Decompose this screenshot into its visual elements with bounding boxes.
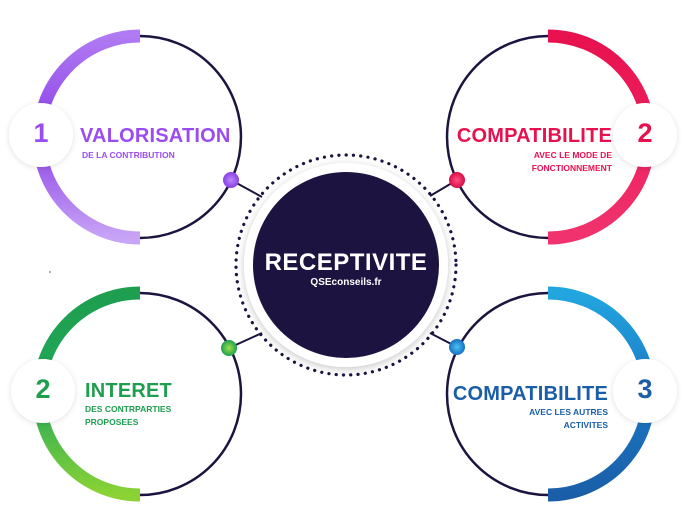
center-circle bbox=[253, 172, 439, 358]
badge-circle-2-bottom bbox=[11, 359, 75, 423]
badge-circle-2-top bbox=[613, 103, 677, 167]
item-subtitle-compatibilite-fonctionnement: AVEC LE MODE DE FONCTIONNEMENT bbox=[531, 150, 612, 173]
center-title: RECEPTIVITE bbox=[264, 249, 428, 276]
item-title-compatibilite-activites: COMPATIBILITE bbox=[452, 383, 608, 405]
item-subtitle-valorisation: DE LA CONTRIBUTION bbox=[82, 150, 175, 160]
item-number-2-bottom: 2 bbox=[35, 374, 51, 404]
badge-circle-3 bbox=[613, 359, 677, 423]
center-subtitle: QSEconseils.fr bbox=[310, 277, 382, 288]
item-subtitle-interet: DES CONTRPARTIES PROPOSEES bbox=[85, 404, 172, 427]
item-number-2-top: 2 bbox=[637, 118, 653, 148]
item-number-1: 1 bbox=[33, 118, 49, 148]
item-title-compatibilite-fonctionnement: COMPATIBILITE bbox=[456, 125, 612, 147]
item-title-valorisation: VALORISATION bbox=[80, 125, 231, 147]
item-title-interet: INTERET bbox=[85, 380, 172, 402]
dotted-orbit bbox=[234, 153, 458, 377]
item-subtitle-compatibilite-activites: AVEC LES AUTRES ACTIVITES bbox=[529, 407, 608, 430]
stray-dot bbox=[49, 271, 51, 273]
item-number-3: 3 bbox=[637, 374, 653, 404]
badge-circle-1 bbox=[9, 103, 73, 167]
